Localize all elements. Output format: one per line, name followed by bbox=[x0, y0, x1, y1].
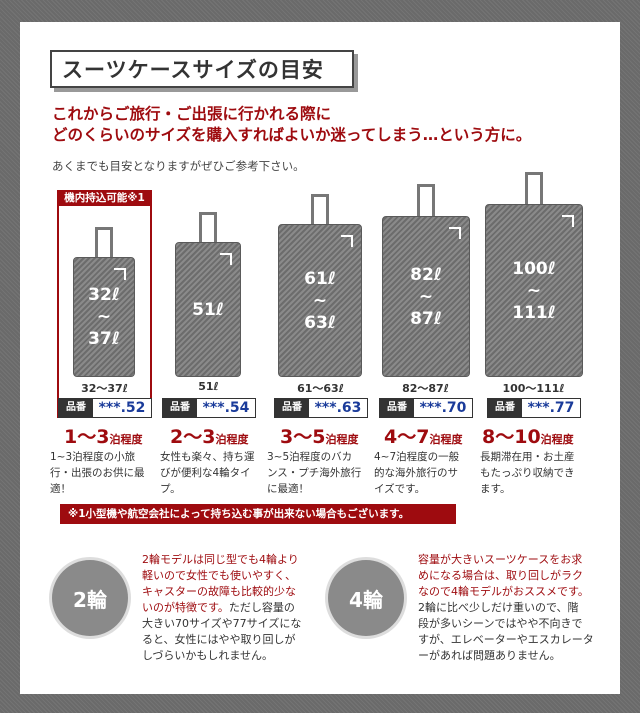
two-wheel-badge: 2輪 bbox=[52, 560, 128, 636]
two-wheel-description: 2輪モデルは同じ型でも4輪より 軽いので女性でも使いやすく、 キャスターの故障も… bbox=[142, 553, 302, 662]
handle-icon bbox=[199, 212, 217, 242]
four-wheel-badge: 4輪 bbox=[328, 560, 404, 636]
nights-label: 1～3泊程度 bbox=[64, 426, 143, 448]
handle-icon bbox=[311, 194, 329, 224]
size-description: 4~7泊程度の一般 的な海外旅行のサ イズです。 bbox=[374, 451, 460, 495]
content-panel: スーツケースサイズの目安 これからご旅行・ご出張に行かれる際に どのくらいのサイ… bbox=[20, 22, 620, 694]
suitcase-size-77: 100ℓ ~ 111ℓ bbox=[485, 172, 583, 377]
handle-icon bbox=[417, 184, 435, 216]
nights-label: 2～3泊程度 bbox=[170, 426, 249, 448]
capacity-caption: 32～37ℓ bbox=[81, 382, 128, 395]
reference-note: あくまでも目安となりますがぜひご参考下さい。 bbox=[52, 159, 305, 173]
capacity-caption: 51ℓ bbox=[198, 380, 219, 393]
nights-label: 3～5泊程度 bbox=[280, 426, 359, 448]
handle-icon bbox=[95, 227, 113, 257]
suitcase-size-70: 82ℓ ~ 87ℓ bbox=[382, 184, 470, 377]
size-description: 3~5泊程度のバカ ンス・プチ海外旅行 に最適！ bbox=[267, 451, 362, 495]
product-code: 品番 ***.77 bbox=[487, 398, 581, 418]
product-code: 品番 ***.63 bbox=[274, 398, 368, 418]
nights-label: 4～7泊程度 bbox=[384, 426, 463, 448]
capacity-caption: 100～111ℓ bbox=[502, 382, 565, 395]
capacity-caption: 61～63ℓ bbox=[297, 382, 344, 395]
product-code: 品番 ***.70 bbox=[379, 398, 473, 418]
handle-icon bbox=[525, 172, 543, 204]
four-wheel-description: 容量が大きいスーツケースをお求 めになる場合は、取り回しがラク なので4輪モデル… bbox=[418, 553, 594, 662]
nights-label: 8～10泊程度 bbox=[482, 426, 574, 448]
product-code: 品番 ***.52 bbox=[58, 398, 152, 418]
size-description: 1~3泊程度の小旅 行・出張のお供に最 適！ bbox=[50, 451, 145, 495]
capacity-caption: 82～87ℓ bbox=[402, 382, 449, 395]
carry-on-warning: ※1小型機や航空会社によって持ち込む事が出来ない場合もございます。 bbox=[60, 504, 456, 524]
size-description: 長期滞在用・お土産 もたっぷり収納でき ます。 bbox=[480, 451, 575, 495]
size-description: 女性も楽々、持ち運 びが便利な4輪タイ プ。 bbox=[160, 451, 255, 495]
suitcase-size-63: 61ℓ ~ 63ℓ bbox=[278, 194, 362, 377]
headline: これからご旅行・ご出張に行かれる際に どのくらいのサイズを購入すればよいか迷って… bbox=[52, 105, 532, 144]
suitcase-size-52: 32ℓ ~ 37ℓ bbox=[73, 227, 135, 377]
carry-on-badge: 機内持込可能※1 bbox=[57, 190, 152, 206]
product-code: 品番 ***.54 bbox=[162, 398, 256, 418]
page-title: スーツケースサイズの目安 bbox=[50, 50, 358, 92]
suitcase-size-54: 51ℓ bbox=[175, 212, 241, 377]
